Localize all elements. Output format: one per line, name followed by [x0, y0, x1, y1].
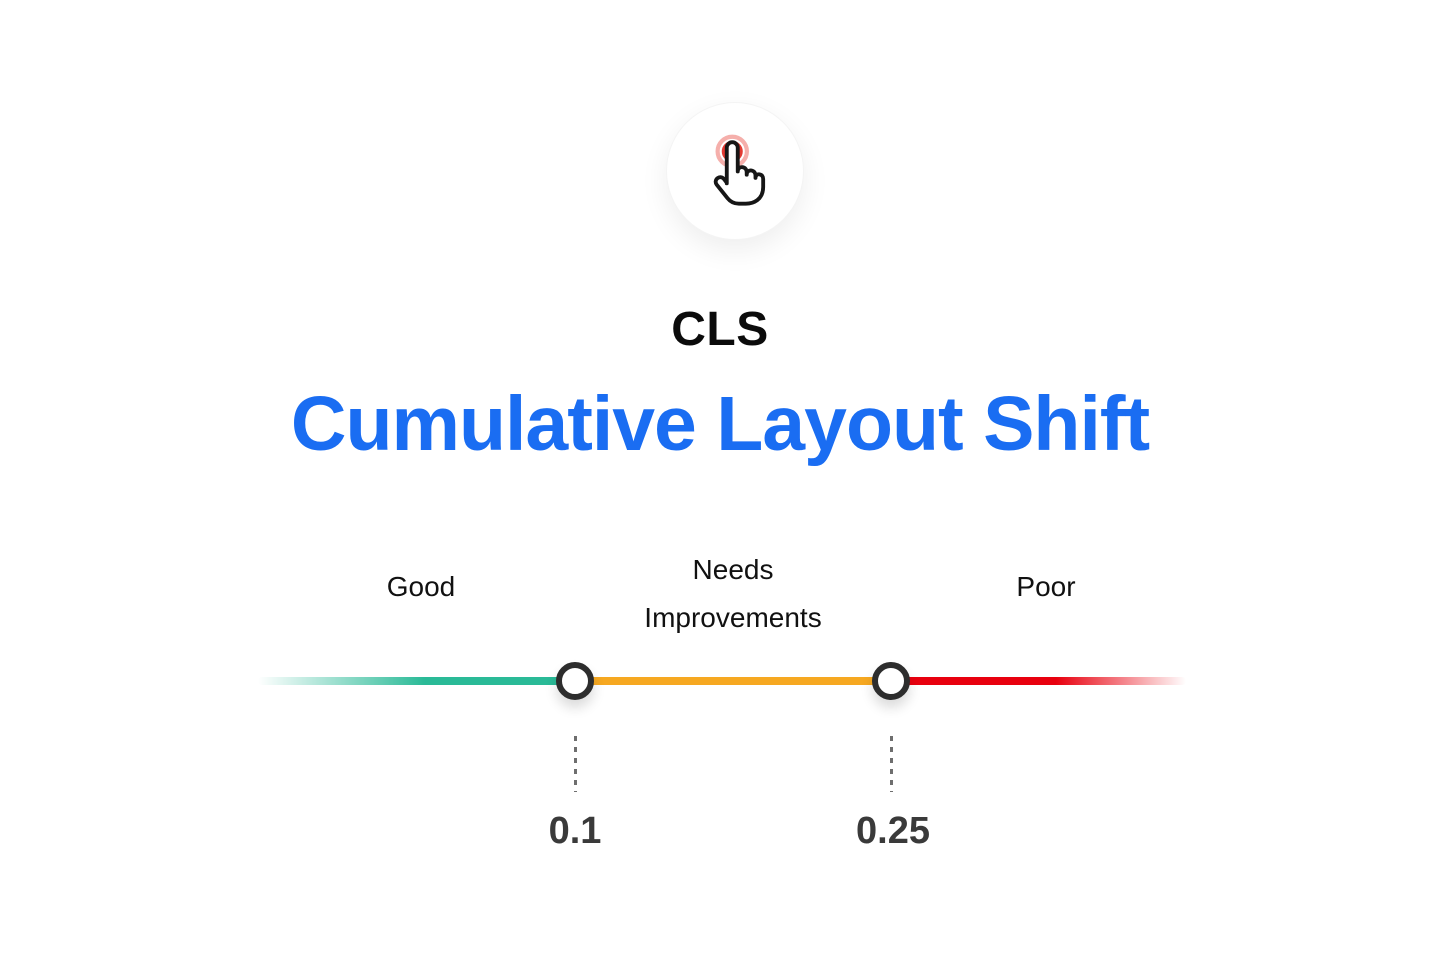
metric-abbreviation: CLS: [671, 303, 769, 356]
pointer-hand-icon: [713, 139, 766, 206]
page-title: Cumulative Layout Shift: [290, 381, 1150, 467]
zone-label-needs-improvements: Needs Improvements: [644, 554, 822, 633]
tap-gesture-icon: [713, 134, 766, 206]
threshold-guide-line-2: [890, 736, 893, 792]
tap-icon-badge: [666, 102, 804, 240]
scale-bar: [258, 677, 1186, 685]
zone-label-good: Good: [386, 571, 456, 602]
threshold-value-2: 0.25: [856, 810, 930, 852]
threshold-marker-0.1: [556, 662, 594, 700]
threshold-value-1: 0.1: [548, 810, 602, 852]
threshold-marker-0.25: [872, 662, 910, 700]
zone-label-poor: Poor: [1016, 571, 1076, 602]
threshold-guide-line-1: [574, 736, 577, 792]
